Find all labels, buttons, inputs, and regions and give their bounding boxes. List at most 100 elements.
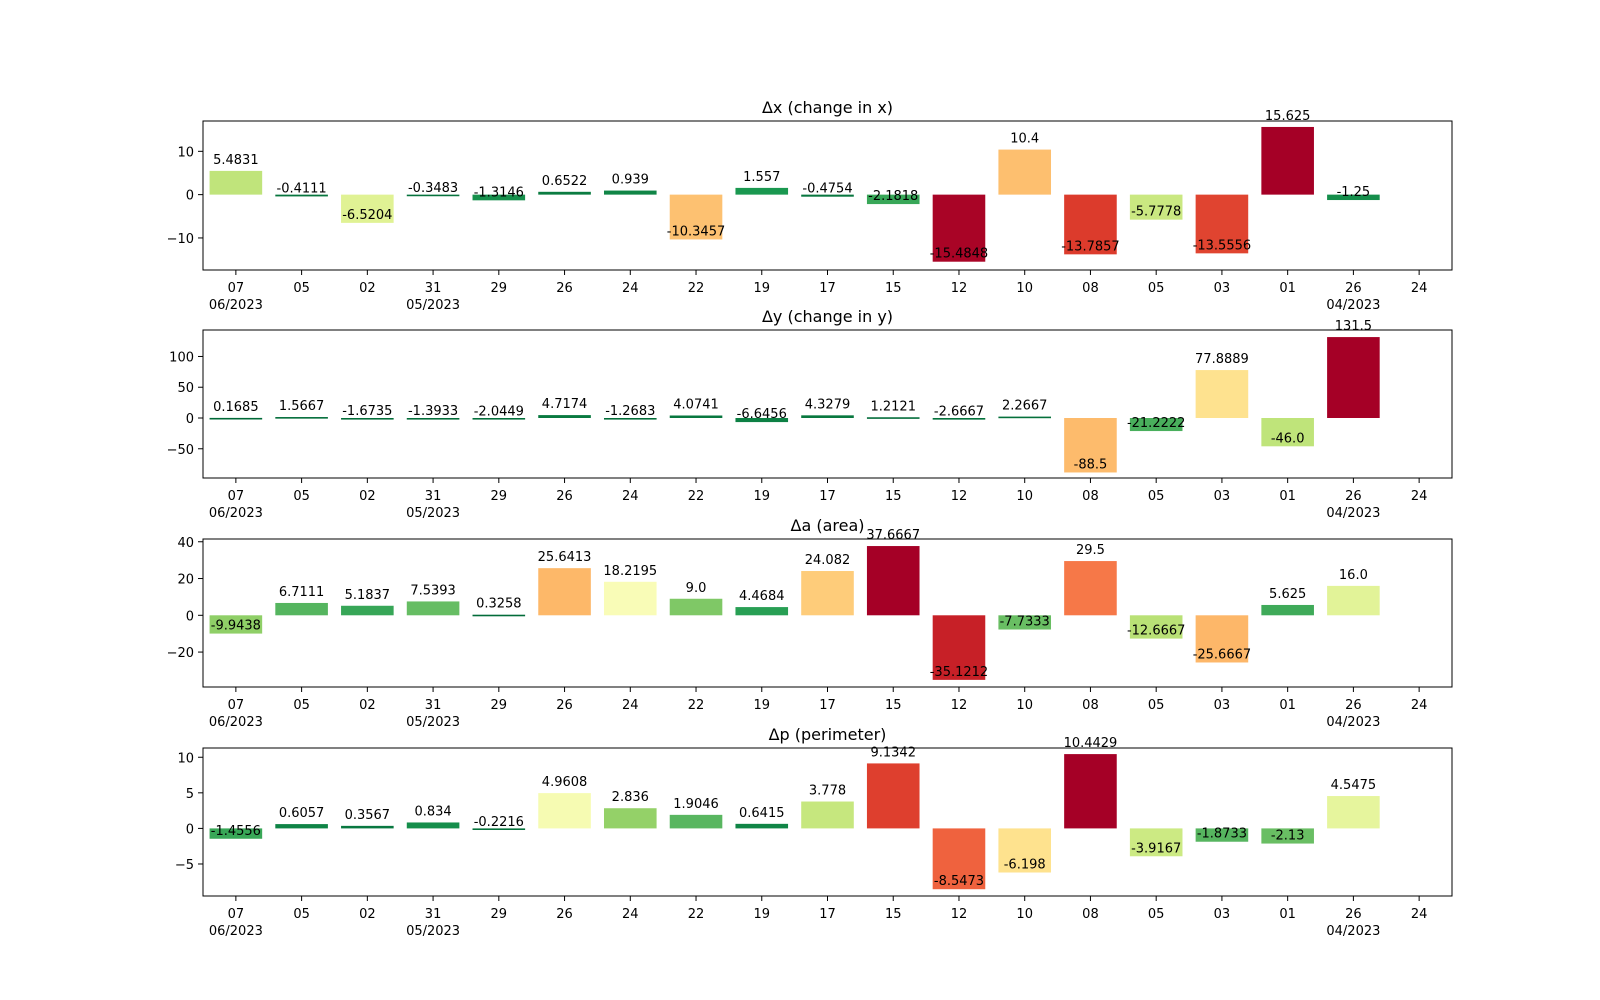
bar	[1129, 615, 1183, 639]
x-tick-label: 29	[491, 698, 508, 713]
data-label: 9.0	[686, 581, 707, 596]
x-tick-label: 08	[1082, 907, 1099, 922]
x-tick-label: 05	[293, 907, 310, 922]
bar	[275, 194, 328, 197]
bar	[209, 417, 263, 420]
bar	[603, 418, 657, 420]
bar	[866, 417, 920, 419]
bar	[1261, 418, 1314, 447]
bar	[998, 615, 1052, 630]
bar	[801, 194, 854, 197]
x-tick-label: 19	[753, 907, 770, 922]
x-tick-label: 15	[885, 489, 902, 504]
bar	[209, 615, 263, 634]
x-month-label: 05/2023	[406, 298, 460, 313]
bar	[735, 823, 789, 829]
x-tick-label: 05	[293, 698, 310, 713]
data-label: 5.4831	[213, 153, 259, 168]
bar	[538, 415, 591, 418]
x-tick-label: 15	[885, 698, 902, 713]
bar	[801, 801, 854, 829]
y-tick-label: 0	[186, 412, 194, 427]
y-tick-label: 0	[186, 609, 194, 624]
y-tick-label: 20	[177, 573, 194, 588]
bar	[341, 418, 394, 420]
data-label: 29.5	[1076, 543, 1105, 558]
x-month-label: 05/2023	[406, 924, 460, 939]
x-tick-label: 05	[1148, 281, 1165, 296]
x-tick-label: 15	[885, 281, 902, 296]
x-tick-label: 31	[425, 281, 442, 296]
x-tick-label: 10	[1016, 698, 1033, 713]
bar	[538, 568, 591, 616]
data-label: 4.9608	[542, 775, 588, 790]
data-label: 24.082	[805, 553, 851, 568]
y-tick-label: 100	[169, 350, 194, 365]
bar	[406, 418, 460, 420]
x-month-label: 06/2023	[209, 506, 263, 521]
data-label: -12.6667	[1127, 624, 1185, 639]
x-month-label: 06/2023	[209, 715, 263, 730]
x-month-label: 04/2023	[1326, 924, 1380, 939]
data-label: 0.6522	[542, 174, 588, 189]
bar	[669, 814, 723, 829]
x-tick-label: 05	[1148, 698, 1165, 713]
bar	[866, 763, 920, 829]
data-label: -9.9438	[211, 619, 261, 634]
x-tick-label: 01	[1279, 489, 1296, 504]
data-label: 0.6415	[739, 806, 785, 821]
bar	[538, 191, 591, 195]
x-tick-label: 07	[228, 698, 245, 713]
y-tick-label: −50	[167, 443, 194, 458]
data-label: 4.5475	[1331, 778, 1377, 793]
x-month-label: 05/2023	[406, 715, 460, 730]
data-label: -8.5473	[934, 874, 984, 889]
bar	[341, 825, 394, 829]
x-tick-label: 08	[1082, 281, 1099, 296]
bar	[472, 828, 526, 831]
bar	[735, 187, 789, 195]
bar	[998, 416, 1052, 419]
x-tick-label: 07	[228, 281, 245, 296]
x-tick-label: 05	[1148, 489, 1165, 504]
x-tick-label: 19	[753, 698, 770, 713]
data-label: 18.2195	[603, 564, 657, 579]
x-tick-label: 26	[556, 907, 573, 922]
data-label: -3.9167	[1131, 841, 1181, 856]
data-label: -2.0449	[474, 404, 524, 419]
x-tick-label: 31	[425, 907, 442, 922]
data-label: 4.7174	[542, 397, 588, 412]
bar	[1327, 194, 1380, 201]
x-tick-label: 17	[819, 281, 836, 296]
bar	[998, 828, 1052, 873]
x-tick-label: 24	[1411, 281, 1428, 296]
x-tick-label: 24	[1411, 907, 1428, 922]
x-tick-label: 17	[819, 489, 836, 504]
data-label: -10.3457	[667, 224, 725, 239]
bar	[209, 170, 263, 195]
data-label: 10.4429	[1064, 736, 1118, 751]
data-label: -1.25	[1337, 185, 1371, 200]
data-label: 0.1685	[213, 400, 259, 415]
y-tick-label: −5	[175, 858, 194, 873]
bar	[1261, 828, 1314, 844]
data-label: 1.5667	[279, 399, 325, 414]
data-label: -2.13	[1271, 829, 1305, 844]
x-tick-label: 03	[1214, 281, 1231, 296]
data-label: 0.3258	[476, 597, 522, 612]
x-tick-label: 22	[688, 907, 705, 922]
data-label: 0.3567	[345, 808, 391, 823]
x-month-label: 04/2023	[1326, 715, 1380, 730]
x-tick-label: 10	[1016, 489, 1033, 504]
x-tick-label: 02	[359, 698, 376, 713]
x-tick-label: 15	[885, 907, 902, 922]
bar	[1261, 126, 1314, 195]
chart-title: Δa (area)	[791, 516, 865, 535]
bar	[603, 581, 657, 616]
chart-panel-2: Δy (change in y) 0.1685 1.5667 -1.6735 -1.39…	[167, 307, 1453, 521]
bar	[932, 828, 986, 890]
x-tick-label: 26	[556, 281, 573, 296]
x-tick-label: 02	[359, 489, 376, 504]
x-tick-label: 29	[491, 907, 508, 922]
x-tick-label: 12	[951, 698, 968, 713]
